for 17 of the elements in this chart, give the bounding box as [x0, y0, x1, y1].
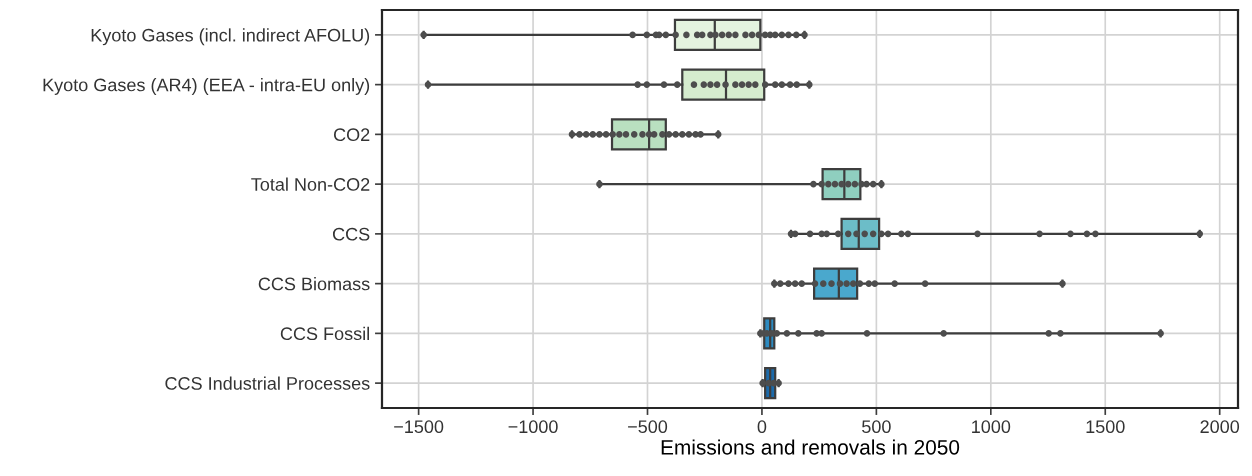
x-tick-label: −1000 — [508, 420, 558, 434]
y-tick-label: Kyoto Gases (AR4) (EEA - intra-EU only) — [43, 78, 370, 95]
y-tick-label: CCS Industrial Processes — [165, 376, 370, 390]
x-tick-label: −1500 — [394, 420, 444, 434]
x-axis-title: Emissions and removals in 2050 — [661, 439, 960, 455]
y-tick-label: Kyoto Gases (incl. indirect AFOLU) — [91, 28, 370, 46]
x-tick-label: 1500 — [1086, 420, 1125, 434]
y-tick-label: CCS Fossil — [280, 326, 369, 341]
x-tick-label: −500 — [628, 420, 668, 434]
x-tick-label: 0 — [757, 420, 767, 434]
x-tick-label: 1000 — [972, 420, 1011, 434]
y-tick-label: Total Non-CO2 — [251, 177, 370, 191]
y-tick-label: CCS Biomass — [258, 277, 370, 291]
y-tick-label: CCS — [332, 227, 370, 241]
y-tick-label: CO2 — [333, 128, 370, 142]
x-tick-label: 2000 — [1200, 420, 1240, 434]
x-tick-label: 500 — [862, 420, 891, 434]
